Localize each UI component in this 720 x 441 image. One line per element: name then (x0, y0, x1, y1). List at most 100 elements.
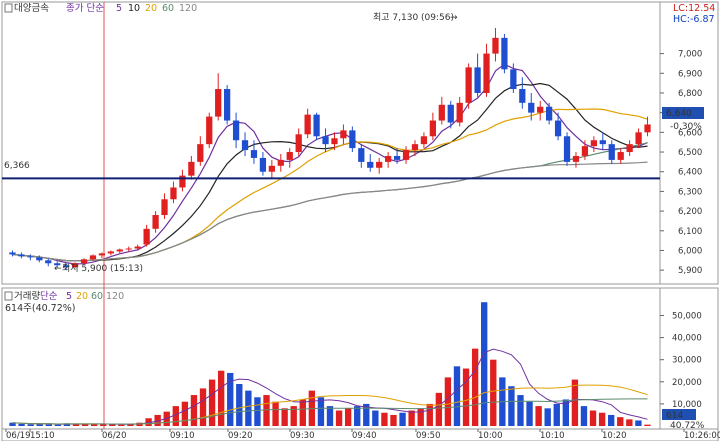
price-tick-label: 6,900 (678, 69, 702, 79)
candle-body (152, 215, 159, 229)
ma-period-20[interactable]: 20 (145, 3, 157, 14)
legend-toggle-icon[interactable] (4, 3, 13, 13)
volume-bar (217, 370, 225, 426)
candle-body (259, 157, 267, 172)
volume-ma-60[interactable]: 60 (91, 291, 103, 302)
candle-body (179, 175, 186, 188)
ma-period-60[interactable]: 60 (162, 3, 174, 14)
price-tick-label: 7,000 (678, 50, 702, 60)
volume-bar (462, 368, 470, 426)
candle-body (125, 248, 132, 250)
candle-body (590, 140, 597, 147)
candle-body (89, 255, 97, 260)
volume-bar (118, 424, 125, 426)
candle-body (63, 265, 70, 268)
reference-price-label: 6,366 (4, 161, 30, 171)
candlesticks (9, 28, 651, 271)
candle-body (143, 228, 150, 245)
volume-bar (399, 412, 406, 426)
candle-body (322, 136, 329, 145)
time-tick-label: 09:40 (352, 431, 377, 441)
candle-body (385, 155, 392, 162)
time-tick-label: 10:26:00 (684, 431, 720, 441)
candle-body (107, 251, 114, 254)
volume-bar (390, 414, 397, 426)
volume-bar (272, 401, 279, 426)
candle-body (98, 253, 106, 256)
candle-body (18, 254, 25, 257)
candle-body (510, 69, 517, 90)
high-annotation: 최고 7,130 (09:56) (373, 12, 454, 23)
candle-body (206, 116, 213, 145)
candle-body (429, 120, 436, 137)
time-tick-label: 06/19 (6, 431, 31, 441)
volume-bar (644, 424, 651, 426)
price-tick-label: 5,900 (678, 266, 702, 276)
price-tick-label: 6,100 (678, 227, 702, 237)
volume-bar (363, 403, 370, 426)
price-legend: 대양금속 종가 단순 5 10 20 60 120 (4, 3, 197, 14)
time-tick-label: 09:10 (170, 431, 195, 441)
time-tick-label: 10:10 (540, 431, 565, 441)
candle-body (447, 104, 454, 123)
volume-ma-120[interactable]: 120 (106, 291, 124, 302)
candle-body (492, 37, 499, 54)
volume-panel-frame (1, 287, 661, 430)
candle-body (528, 102, 535, 113)
candle-body (349, 130, 356, 149)
volume-legend-toggle-icon[interactable] (4, 291, 13, 301)
candle-body (554, 120, 562, 137)
ma-period-5[interactable]: 5 (116, 3, 122, 14)
ma-period-120[interactable]: 120 (179, 3, 197, 14)
volume-bar (435, 392, 443, 426)
volume-bar (517, 395, 524, 426)
volume-bar (481, 302, 488, 426)
volume-bar (589, 410, 597, 426)
ma-period-10[interactable]: 10 (128, 3, 140, 14)
volume-bar (54, 424, 62, 426)
volume-ma-5[interactable]: 5 (66, 291, 72, 302)
volume-bar (290, 406, 297, 426)
price-tick-label: 6,400 (678, 168, 702, 178)
current-volume: 614 (666, 411, 683, 421)
current-change: -0.30% (670, 122, 702, 132)
volume-moving-averages (12, 348, 648, 425)
volume-bar (18, 424, 25, 426)
candle-body (519, 89, 526, 103)
ma-5-line (12, 63, 648, 265)
candle-body (474, 67, 481, 93)
candle-body (581, 146, 589, 156)
volume-bar (571, 379, 579, 426)
volume-tick-label: 50,000 (672, 311, 702, 321)
time-tick-label: 10:20 (602, 431, 627, 441)
volume-bar (281, 408, 288, 426)
volume-ma-20[interactable]: 20 (76, 291, 88, 302)
price-tick-label: 6,200 (678, 207, 702, 217)
volume-sub-label: 614주(40.72%) (5, 303, 76, 314)
volume-bar (199, 388, 207, 426)
time-tick-label: 10:00 (478, 431, 503, 441)
current-volume-pct: 40.72% (670, 421, 705, 431)
candle-body (45, 260, 52, 264)
candle-body (340, 130, 347, 139)
volume-bar (444, 377, 452, 426)
candle-body (295, 134, 302, 153)
volume-bar (372, 410, 379, 426)
volume-bar (72, 424, 80, 426)
volume-bar (408, 410, 415, 426)
candle-body (134, 246, 141, 249)
volume-bar (354, 406, 361, 426)
volume-bar (81, 424, 89, 426)
volume-bar (344, 408, 352, 426)
candle-body (402, 150, 410, 160)
volume-title: 거래량 (14, 290, 40, 302)
volume-bar (326, 406, 334, 426)
volume-bar (109, 424, 116, 426)
volume-bar (45, 424, 52, 426)
candle-body (313, 114, 320, 137)
volume-bar (9, 422, 16, 426)
volume-tick-label: 10,000 (672, 400, 702, 410)
candle-body (420, 136, 428, 145)
volume-bar (544, 408, 551, 426)
